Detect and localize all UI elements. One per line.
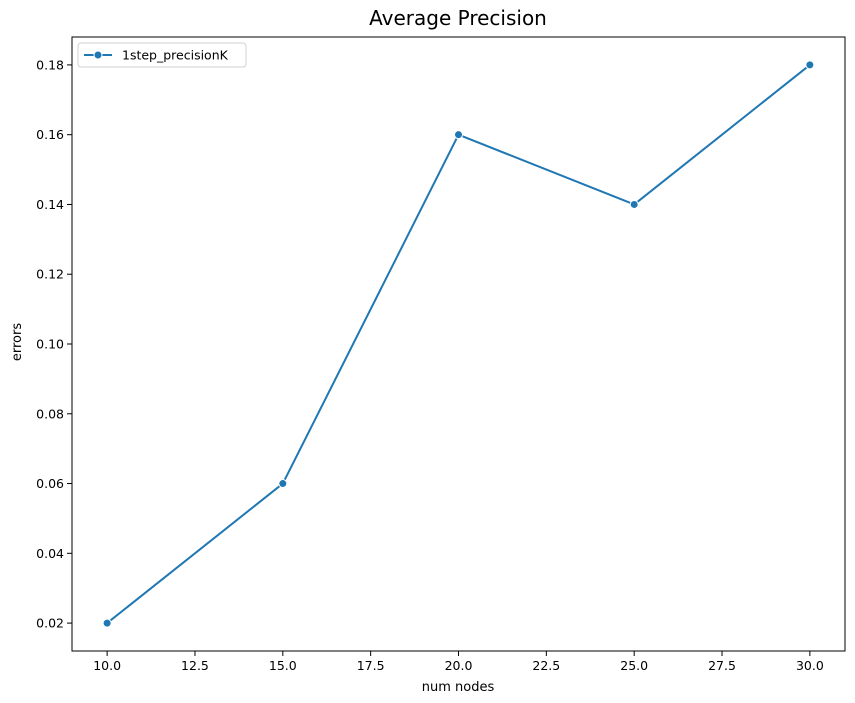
x-tick-label: 30.0 — [796, 658, 824, 673]
data-point — [102, 618, 112, 628]
y-tick-label: 0.12 — [36, 267, 64, 282]
chart-title: Average Precision — [369, 6, 547, 30]
y-tick-label: 0.08 — [36, 406, 64, 421]
x-tick-label: 20.0 — [445, 658, 473, 673]
x-axis-label: num nodes — [422, 680, 495, 695]
legend-entry: 1step_precisionK — [122, 48, 229, 63]
y-tick-label: 0.10 — [36, 337, 64, 352]
data-point — [629, 199, 639, 209]
legend: 1step_precisionK — [77, 42, 247, 68]
x-tick-label: 10.0 — [93, 658, 121, 673]
data-point — [454, 130, 463, 140]
y-tick-label: 0.02 — [36, 616, 64, 631]
series-line — [106, 64, 811, 624]
x-axis: 10.0 12.5 15.0 17.5 20.0 22.5 25.0 27.5 30.0 — [93, 651, 824, 673]
y-tick-label: 0.18 — [36, 57, 64, 72]
x-tick-label: 22.5 — [532, 658, 560, 673]
data-point — [278, 479, 288, 489]
y-axis: 0.02 0.04 0.06 0.08 0.10 0.12 0.14 0.16 0.18 — [36, 57, 72, 631]
x-tick-label: 17.5 — [357, 658, 385, 673]
legend-marker — [93, 50, 103, 60]
y-tick-label: 0.04 — [36, 546, 64, 561]
y-tick-label: 0.16 — [36, 127, 64, 142]
data-point — [805, 60, 815, 70]
series-layer — [102, 60, 815, 628]
y-axis-label: errors — [10, 323, 25, 361]
legend-box — [77, 42, 247, 68]
y-tick-label: 0.06 — [36, 476, 64, 491]
x-tick-label: 12.5 — [181, 658, 209, 673]
x-tick-label: 27.5 — [708, 658, 736, 673]
x-tick-label: 25.0 — [620, 658, 648, 673]
y-tick-label: 0.14 — [36, 197, 64, 212]
x-tick-label: 15.0 — [269, 658, 297, 673]
